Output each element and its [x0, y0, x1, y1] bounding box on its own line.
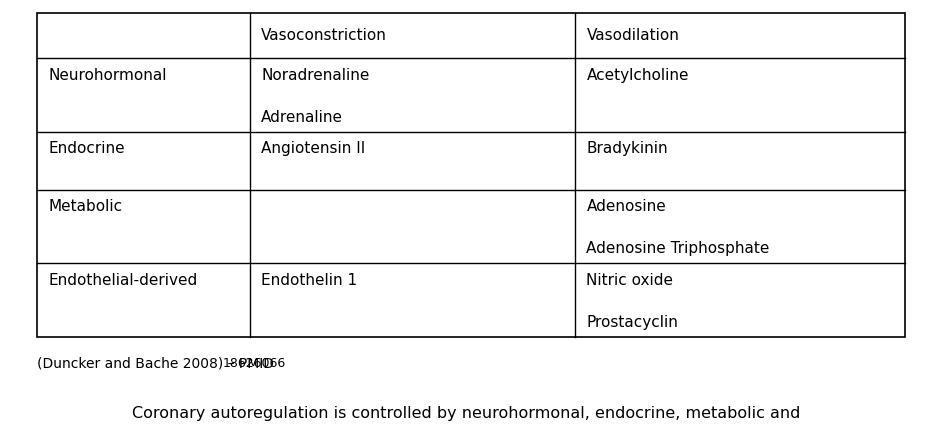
- Text: (Duncker and Bache 2008) – PMID: (Duncker and Bache 2008) – PMID: [37, 357, 279, 371]
- Text: Vasoconstriction: Vasoconstriction: [261, 28, 387, 43]
- Text: Bradykinin: Bradykinin: [587, 141, 668, 157]
- Text: Endocrine: Endocrine: [49, 141, 125, 157]
- Text: Metabolic: Metabolic: [49, 199, 122, 215]
- Text: Neurohormonal: Neurohormonal: [49, 68, 167, 83]
- Text: Acetylcholine: Acetylcholine: [587, 68, 689, 83]
- Text: Vasodilation: Vasodilation: [587, 28, 679, 43]
- Text: 18626066: 18626066: [222, 357, 285, 370]
- Text: Noradrenaline

Adrenaline: Noradrenaline Adrenaline: [261, 68, 369, 125]
- Text: Nitric oxide

Prostacyclin: Nitric oxide Prostacyclin: [587, 273, 678, 330]
- Text: Adenosine

Adenosine Triphosphate: Adenosine Adenosine Triphosphate: [587, 199, 770, 256]
- Text: Coronary autoregulation is controlled by neurohormonal, endocrine, metabolic and: Coronary autoregulation is controlled by…: [132, 406, 801, 421]
- Text: Endothelin 1: Endothelin 1: [261, 273, 357, 288]
- Text: Angiotensin II: Angiotensin II: [261, 141, 366, 157]
- Text: Endothelial-derived: Endothelial-derived: [49, 273, 198, 288]
- Bar: [37, 13, 905, 337]
